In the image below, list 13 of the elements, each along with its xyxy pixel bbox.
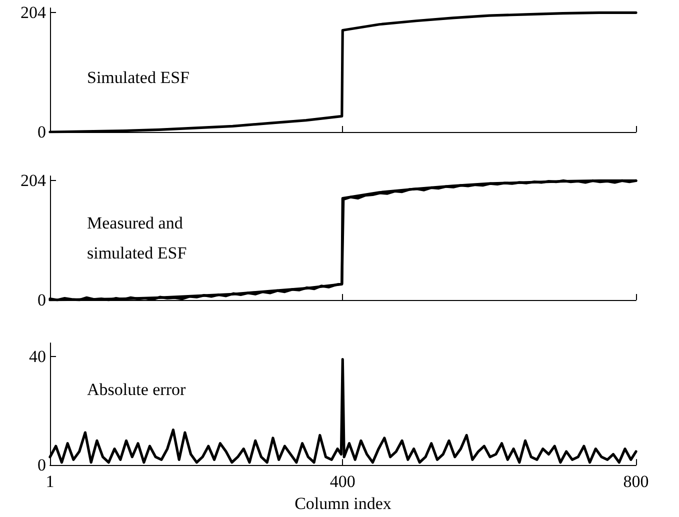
x-tick-label: 800 [623, 472, 649, 492]
annotation: Simulated ESF [87, 68, 190, 88]
y-tick-label: 0 [38, 456, 46, 475]
y-tick-label: 0 [38, 290, 46, 310]
x-tick-label: 1 [46, 472, 54, 492]
y-tick-label: 204 [20, 3, 46, 22]
x-tick-label: 400 [330, 472, 356, 492]
y-tick-label: 0 [38, 122, 46, 142]
y-tick-label: 40 [29, 347, 46, 366]
y-tick-label: 204 [20, 171, 46, 190]
x-axis-title: Column index [294, 494, 392, 513]
annotation: Measured and simulated ESF [87, 214, 187, 263]
annotation: Absolute error [87, 380, 186, 399]
